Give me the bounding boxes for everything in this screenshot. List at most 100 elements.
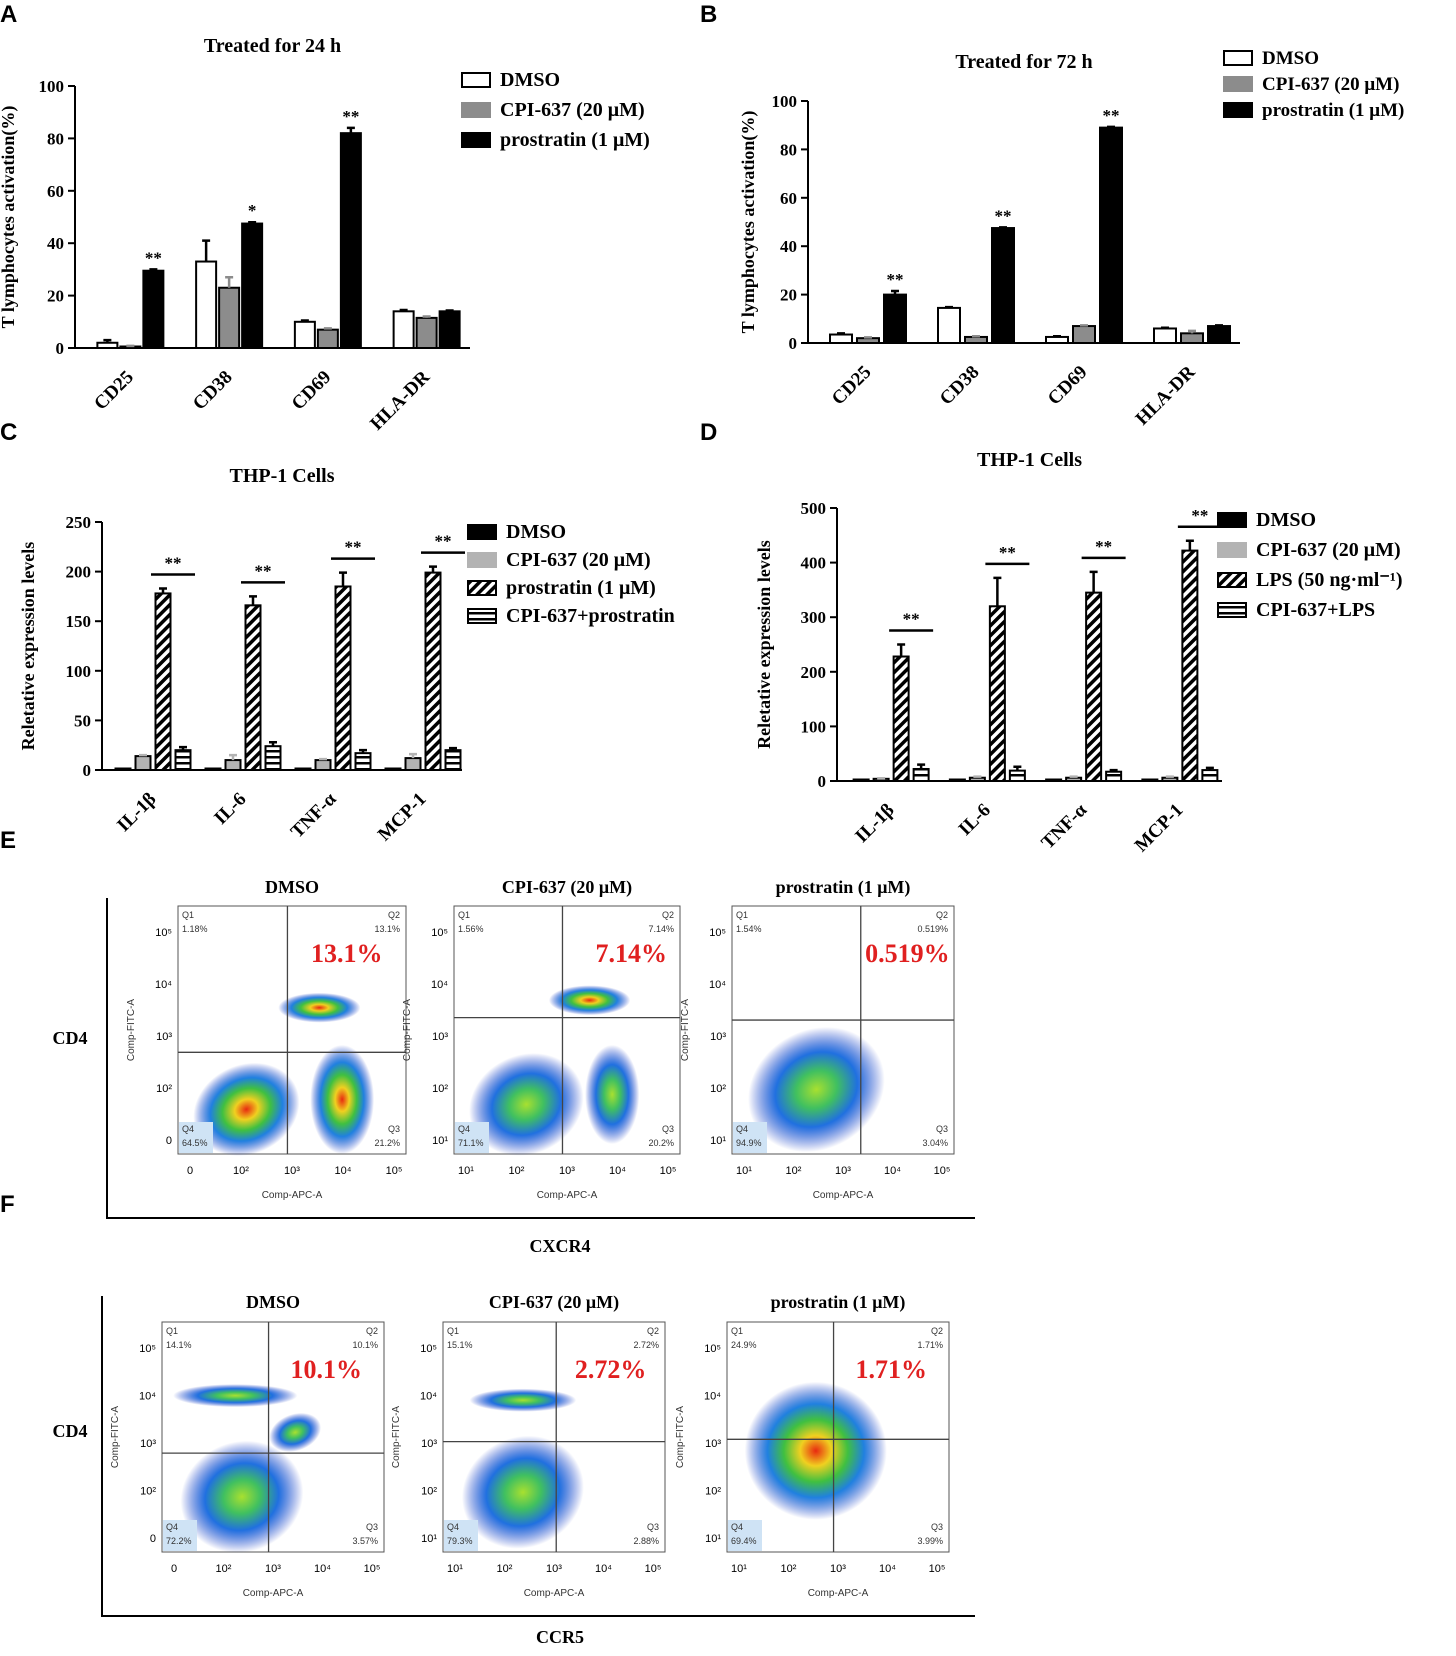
legend-label: prostratin (1 μM) [1262, 100, 1404, 121]
bar-B-0-1 [856, 337, 880, 345]
quadrant-q1-label: Q1 [447, 1326, 459, 1336]
panel-label-C: C [0, 419, 17, 446]
x-tick-label: TNF-α [1037, 799, 1091, 853]
chart-panel-A: Treated for 24 h 0 20 40 60 80 100 T lymphocyte… [0, 35, 650, 435]
y-tick-label: 10¹ [432, 1135, 448, 1147]
y-axis-label: T lymphocytes activation(%) [738, 111, 759, 334]
bar-D-3-2 [1181, 549, 1199, 783]
x-tick-label: 10² [497, 1563, 513, 1575]
q2-percentage: 2.72% [575, 1355, 647, 1384]
flow-plot-E-0: DMSO Q1 1.18% Q2 13.1% Q3 21.2% Q4 64.5% 13.1% 0 10… [126, 877, 407, 1201]
error-bar [1165, 775, 1174, 778]
x-tick-label: 10¹ [731, 1563, 747, 1575]
y-tick-label: 80 [47, 129, 64, 148]
x-tick-label: CD25 [828, 362, 876, 410]
significance-mark: ** [342, 107, 359, 126]
quadrant-q3-pct: 2.88% [633, 1536, 659, 1546]
legend-label: DMSO [500, 69, 560, 91]
x-tick-label: CD38 [936, 362, 984, 410]
error-bar [248, 220, 257, 224]
flow-y-axis-title: Comp-FITC-A [391, 1406, 402, 1469]
quadrant-q4-label: Q4 [447, 1522, 459, 1532]
bar-A-2-2 [339, 132, 362, 349]
flow-y-axis-title: Comp-FITC-A [680, 999, 691, 1062]
bar-B-0-2 [883, 293, 907, 345]
quadrant-q1-pct: 1.18% [182, 924, 208, 934]
legend-swatch [1217, 512, 1247, 528]
error-bar [126, 344, 135, 348]
flow-x-label: CXCR4 [530, 1236, 591, 1256]
bar-B-2-2 [1099, 126, 1123, 345]
legend-label: CPI-637 (20 μM) [1256, 539, 1401, 561]
legend-swatch [1223, 50, 1253, 66]
bar-A-2-1 [316, 328, 339, 350]
legend-swatch [1217, 542, 1247, 558]
y-tick-label: 10⁴ [431, 979, 448, 991]
flow-panel-F: CD4 CCR5 DMSO Q1 14.1% Q2 10.1% Q3 3.57% Q4 72.2% 1… [53, 1292, 975, 1647]
chart-title: Treated for 24 h [204, 35, 341, 57]
y-tick-label: 400 [801, 554, 827, 573]
bar-C-0-2 [154, 592, 172, 772]
y-tick-label: 60 [780, 189, 797, 208]
bar-A-1-0 [195, 260, 218, 350]
legend-label: DMSO [1262, 48, 1319, 69]
flow-y-axis-title: Comp-FITC-A [126, 999, 137, 1062]
x-tick-label: 10⁴ [609, 1165, 626, 1177]
error-bar [1109, 768, 1118, 772]
significance-mark: ** [903, 610, 920, 629]
x-tick-label: 10¹ [736, 1165, 752, 1177]
y-tick-label: 150 [66, 612, 92, 631]
quadrant-q4-pct: 71.1% [458, 1138, 484, 1148]
x-tick-label: MCP-1 [374, 789, 431, 846]
x-tick-label: HLA-DR [1132, 361, 1200, 429]
chart-title: Treated for 72 h [955, 51, 1092, 73]
density-cloud [461, 1435, 584, 1549]
flow-x-axis-title: Comp-APC-A [537, 1190, 598, 1201]
legend-swatch [461, 102, 491, 118]
x-tick-label: CD69 [1044, 362, 1092, 410]
flow-plot-title: CPI-637 (20 μM) [502, 877, 632, 898]
bar-C-1-1 [224, 759, 242, 772]
significance-mark: ** [1191, 506, 1208, 525]
quadrant-gate [443, 1322, 665, 1552]
quadrant-q4-label: Q4 [736, 1124, 748, 1134]
legend-swatch [461, 72, 491, 88]
quadrant-q4-label: Q4 [166, 1522, 178, 1532]
density-cloud [744, 1381, 887, 1520]
bar-D-3-1 [1161, 776, 1179, 782]
error-bar [837, 332, 845, 335]
quadrant-q3-pct: 3.04% [922, 1138, 948, 1148]
significance-mark: ** [999, 543, 1016, 562]
quadrant-q1-label: Q1 [166, 1326, 178, 1336]
bar-D-2-3 [1105, 770, 1123, 783]
quadrant-q2-label: Q2 [662, 910, 674, 920]
y-tick-label: 10² [421, 1486, 437, 1498]
error-bar [877, 777, 886, 780]
x-tick-label: CD25 [90, 367, 138, 415]
flow-x-axis-title: Comp-APC-A [808, 1588, 869, 1599]
flow-y-label: CD4 [53, 1421, 88, 1441]
flow-plot-F-1: CPI-637 (20 μM) Q1 15.1% Q2 2.72% Q3 2.88% Q4 79… [391, 1292, 666, 1599]
density-cloud [585, 1044, 640, 1145]
legend-swatch [1217, 572, 1247, 588]
quadrant-q4-pct: 69.4% [731, 1536, 757, 1546]
flow-x-label: CCR5 [536, 1627, 584, 1647]
bar-D-1-0 [948, 778, 966, 782]
bar-A-1-1 [218, 286, 241, 349]
legend-label: DMSO [506, 521, 566, 543]
quadrant-q4-highlight [444, 1520, 478, 1551]
flow-y-axis-title: Comp-FITC-A [402, 999, 413, 1062]
y-tick-label: 0 [166, 1135, 172, 1147]
x-tick-label: 10³ [265, 1563, 281, 1575]
quadrant-q2-pct: 10.1% [352, 1340, 378, 1350]
y-tick-label: 0 [56, 339, 65, 358]
error-bar [323, 327, 332, 330]
y-tick-label: 20 [47, 287, 64, 306]
significance-mark: ** [435, 532, 452, 551]
x-tick-label: 10² [509, 1165, 525, 1177]
bar-B-1-1 [964, 335, 988, 345]
quadrant-q4-highlight [733, 1122, 767, 1153]
bar-A-3-0 [392, 310, 415, 350]
error-bar [1013, 765, 1022, 771]
